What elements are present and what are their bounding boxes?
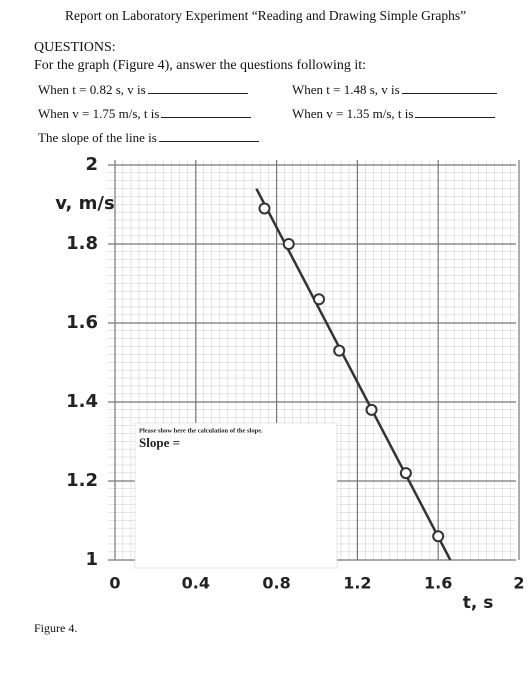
x-tick-label: 0.4 — [182, 574, 210, 593]
data-point — [258, 202, 271, 215]
y-tick-label: 1.4 — [66, 391, 98, 412]
questions-heading: QUESTIONS: — [34, 40, 116, 55]
question: The slope of the line is — [38, 130, 259, 146]
y-axis-label: v, m/s — [55, 193, 114, 214]
x-tick-label: 2 — [513, 574, 524, 593]
x-tick-label: 0 — [109, 574, 120, 593]
questions-intro: For the graph (Figure 4), answer the que… — [34, 58, 367, 73]
y-tick-label: 1.8 — [66, 233, 98, 254]
x-tick-label: 1.6 — [424, 574, 452, 593]
question-text: When t = 0.82 s, v is — [38, 82, 146, 97]
question-text: The slope of the line is — [38, 130, 157, 145]
report-title: Report on Laboratory Experiment “Reading… — [65, 8, 467, 23]
data-point — [333, 344, 346, 357]
x-axis-label: t, s — [463, 593, 494, 613]
chart: Please show here the calculation of the … — [55, 154, 524, 613]
y-tick-label: 2 — [85, 154, 98, 175]
answer-blank — [158, 130, 259, 142]
question: When t = 1.48 s, v is — [292, 82, 497, 98]
data-point — [313, 293, 326, 306]
question-text: When v = 1.75 m/s, t is — [38, 106, 160, 121]
answer-blank — [415, 106, 496, 118]
slope-instruction: Please show here the calculation of the … — [139, 427, 263, 434]
data-point — [432, 530, 445, 543]
data-point — [282, 238, 295, 250]
y-tick-label: 1 — [85, 549, 98, 570]
answer-blank — [147, 82, 248, 94]
question: When v = 1.35 m/s, t is — [292, 106, 496, 122]
slope-box — [134, 422, 338, 569]
question: When t = 0.82 s, v is — [38, 82, 248, 98]
slope-label: Slope = — [139, 435, 180, 450]
fit-line — [255, 188, 452, 561]
y-tick-label: 1.2 — [66, 470, 98, 491]
question-text: When t = 1.48 s, v is — [292, 82, 400, 97]
y-tick-label: 1.6 — [66, 312, 98, 333]
x-tick-label: 0.8 — [262, 574, 290, 593]
x-tick-label: 1.2 — [343, 574, 371, 593]
answer-blank — [401, 82, 497, 94]
data-point — [399, 467, 412, 480]
data-point — [365, 403, 378, 416]
question: When v = 1.75 m/s, t is — [38, 106, 252, 122]
question-text: When v = 1.35 m/s, t is — [292, 106, 414, 121]
figure-caption: Figure 4. — [34, 621, 78, 635]
answer-blank — [161, 106, 252, 118]
